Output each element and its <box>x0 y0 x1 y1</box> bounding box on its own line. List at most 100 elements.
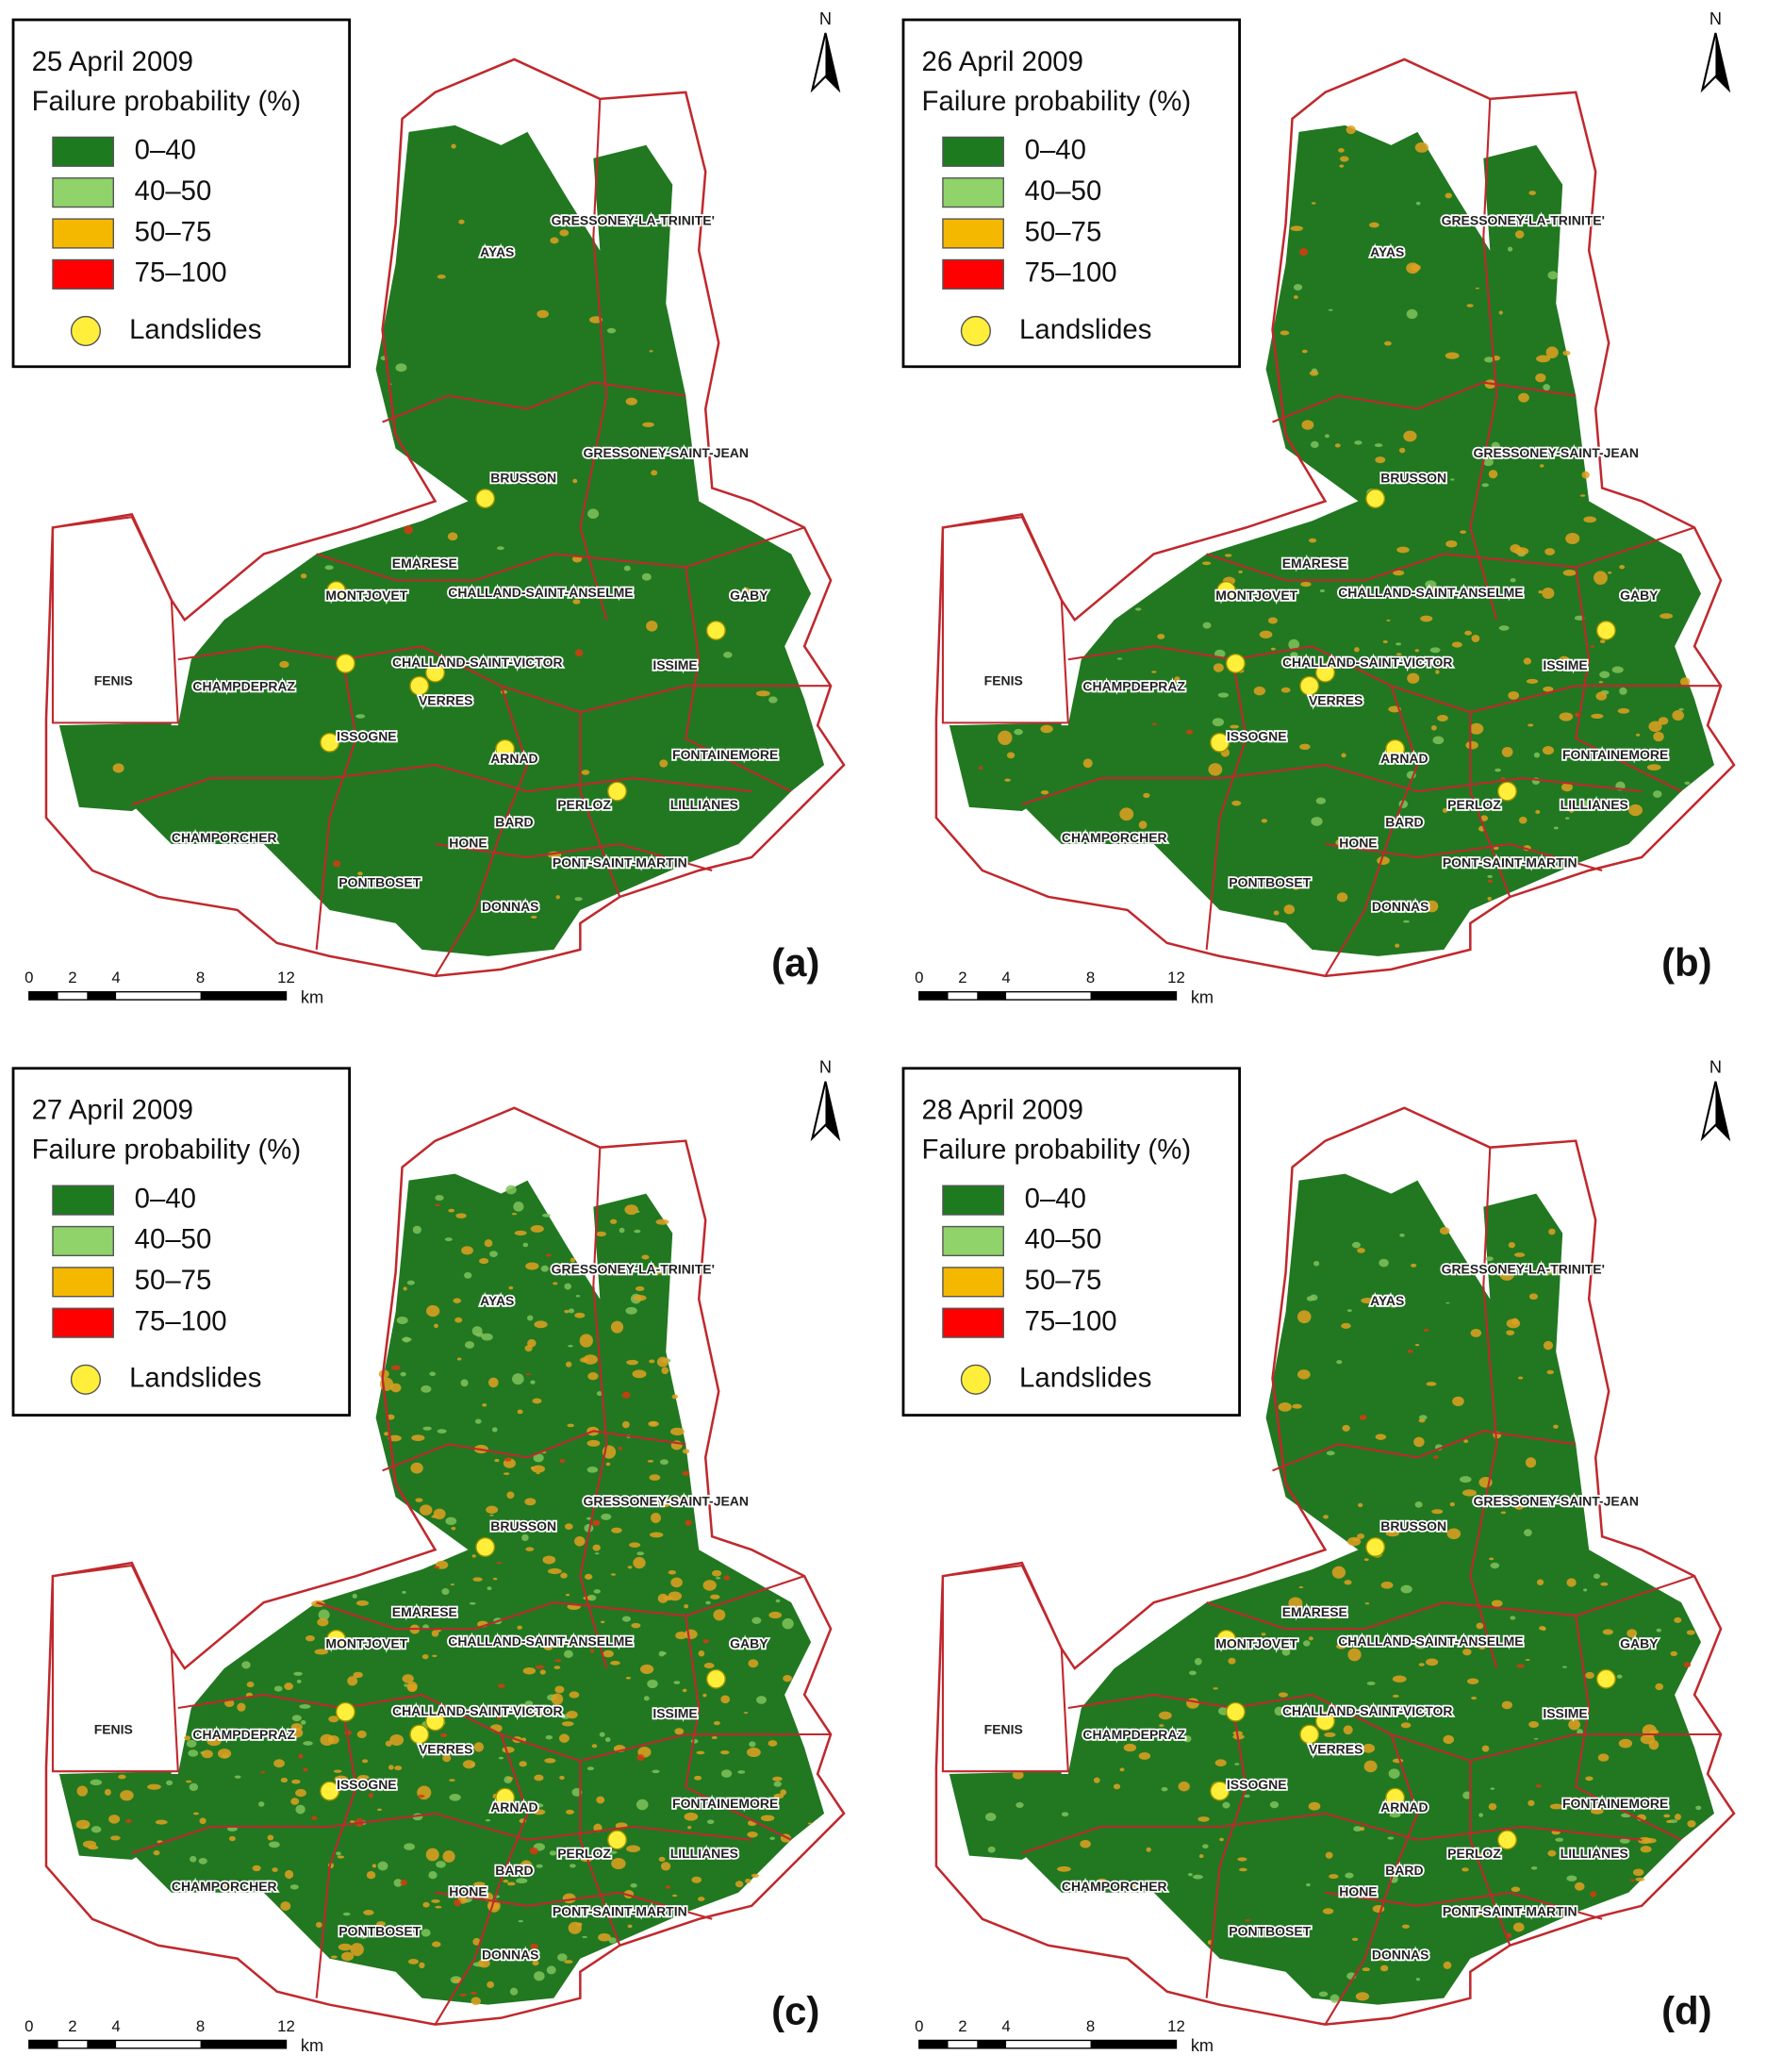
scale-segment <box>918 991 949 1001</box>
hazard-patch <box>389 1733 405 1747</box>
hazard-patch <box>682 1688 687 1693</box>
hazard-patch <box>1301 420 1314 430</box>
hazard-patch <box>632 1369 647 1379</box>
hazard-patch <box>1224 554 1232 557</box>
hazard-patch <box>1378 1955 1386 1962</box>
hazard-patch <box>1469 722 1484 735</box>
scale-segment <box>977 2040 1007 2048</box>
place-name: LILLIANES <box>1561 797 1628 812</box>
hazard-patch <box>1481 1745 1490 1752</box>
place-name: ISSOGNE <box>337 1777 397 1792</box>
hazard-patch <box>532 1960 539 1966</box>
legend-date: 28 April 2009 <box>922 1095 1083 1126</box>
scale-segment <box>918 2040 949 2048</box>
hazard-patch <box>1244 1794 1250 1798</box>
forest-patch <box>949 722 1062 812</box>
legend-label: 40–50 <box>1025 175 1102 207</box>
hazard-patch <box>636 1551 645 1556</box>
hazard-patch <box>442 1753 452 1763</box>
hazard-patch <box>453 696 465 704</box>
hazard-patch <box>425 1848 439 1862</box>
hazard-patch <box>1131 1881 1145 1893</box>
north-label: N <box>1709 1058 1722 1077</box>
hazard-patch <box>1542 588 1555 600</box>
hazard-patch <box>237 1702 246 1712</box>
hazard-patch <box>649 1532 664 1538</box>
landslide <box>425 1711 446 1732</box>
hazard-patch <box>1382 639 1388 644</box>
hazard-patch <box>1616 1674 1623 1679</box>
map-panel: AYAS GRESSONEY-LA-TRINITE' GRESSONEY-SAINT… <box>901 9 1736 1006</box>
hazard-patch <box>1309 538 1317 543</box>
hazard-patch <box>1326 1450 1335 1456</box>
hazard-patch <box>618 1446 622 1450</box>
place-name: DONNAS <box>1372 899 1429 914</box>
hazard-patch <box>1230 724 1240 729</box>
hazard-patch <box>1655 1682 1664 1691</box>
landslide <box>1210 732 1230 753</box>
hazard-patch <box>1361 1297 1375 1304</box>
hazard-patch <box>1459 1476 1472 1484</box>
place-name: MONTJOVET <box>1215 588 1297 603</box>
hazard-patch <box>677 1496 690 1505</box>
hazard-patch <box>517 1409 523 1415</box>
hazard-patch <box>420 1504 433 1516</box>
hazard-patch <box>1627 1629 1638 1638</box>
legend-label: 40–50 <box>1025 1224 1102 1255</box>
municipal-boundary <box>1575 1615 1682 1841</box>
hazard-patch <box>1472 1911 1480 1918</box>
hazard-patch <box>1363 1760 1378 1773</box>
hazard-patch <box>658 1650 665 1657</box>
hazard-patch <box>1292 1403 1302 1409</box>
place-name: CHALLAND-SAINT-VICTOR <box>1282 655 1453 670</box>
hazard-patch <box>582 1935 587 1939</box>
place-name: ISSOGNE <box>337 728 397 743</box>
municipal-boundary <box>1021 764 1643 806</box>
hazard-patch <box>1439 1226 1450 1235</box>
hazard-patch <box>1491 441 1500 451</box>
hazard-patch <box>1261 1633 1266 1636</box>
hazard-patch <box>587 508 600 520</box>
hazard-patch <box>743 1712 749 1715</box>
hazard-patch <box>1608 571 1612 574</box>
hazard-patch <box>773 1793 784 1799</box>
hazard-patch <box>1612 1848 1625 1858</box>
hazard-patch <box>1523 657 1532 665</box>
hazard-patch <box>649 1359 655 1364</box>
place-name: CHAMPDEPRAZ <box>1082 678 1185 693</box>
hazard-patch <box>987 1846 996 1853</box>
hazard-patch <box>1406 308 1418 320</box>
hazard-patch <box>444 1237 453 1242</box>
hazard-patch <box>361 1759 369 1764</box>
hazard-patch <box>651 470 658 476</box>
landslide <box>1314 1711 1335 1732</box>
hazard-patch <box>1362 1743 1376 1753</box>
hazard-patch <box>439 1732 448 1738</box>
hazard-patch <box>269 1841 280 1848</box>
hazard-patch <box>1323 1610 1335 1619</box>
landslide <box>1385 1787 1406 1808</box>
hazard-patch <box>653 1269 662 1275</box>
hazard-patch <box>768 1611 783 1619</box>
hazard-patch <box>1319 588 1326 593</box>
hazard-patch <box>366 1871 376 1880</box>
hazard-patch <box>1488 470 1498 479</box>
hazard-patch <box>300 573 307 579</box>
hazard-patch <box>1525 1658 1530 1661</box>
hazard-patch <box>624 858 630 861</box>
hazard-patch <box>471 1554 476 1558</box>
hazard-patch <box>1299 743 1311 751</box>
hazard-patch <box>454 1898 461 1907</box>
hazard-patch <box>1194 1658 1202 1666</box>
hazard-patch <box>651 1513 661 1523</box>
hazard-patch <box>1476 1622 1484 1630</box>
hazard-patch <box>1311 817 1323 826</box>
municipal-boundary <box>434 1733 529 2026</box>
hazard-patch <box>1336 892 1348 903</box>
hazard-patch <box>656 1356 669 1368</box>
landslide <box>1595 1668 1616 1689</box>
hazard-patch <box>1481 483 1490 488</box>
place-name: LILLIANES <box>670 1846 738 1861</box>
hazard-patch <box>783 1675 792 1682</box>
hazard-patch <box>675 1632 687 1640</box>
